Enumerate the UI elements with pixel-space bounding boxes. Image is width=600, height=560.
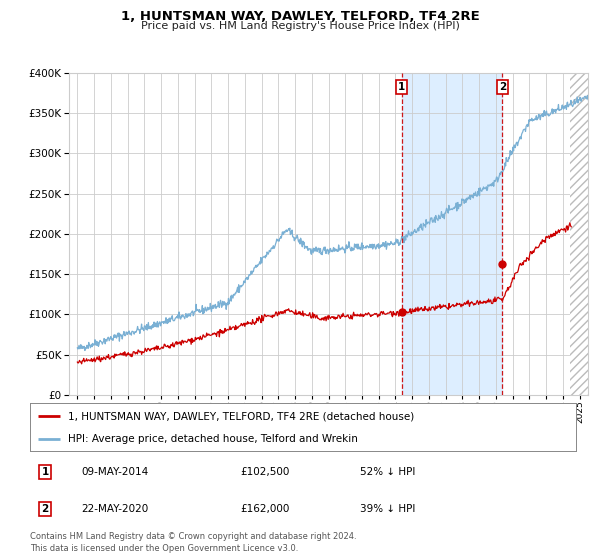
Text: 1: 1	[41, 467, 49, 477]
Text: 22-MAY-2020: 22-MAY-2020	[81, 504, 148, 514]
Text: 2: 2	[499, 82, 506, 92]
Text: Price paid vs. HM Land Registry's House Price Index (HPI): Price paid vs. HM Land Registry's House …	[140, 21, 460, 31]
Bar	[401, 73, 502, 395]
Text: 1, HUNTSMAN WAY, DAWLEY, TELFORD, TF4 2RE: 1, HUNTSMAN WAY, DAWLEY, TELFORD, TF4 2R…	[121, 10, 479, 23]
Text: 39% ↓ HPI: 39% ↓ HPI	[360, 504, 415, 514]
Text: 1: 1	[398, 82, 405, 92]
Text: £162,000: £162,000	[240, 504, 289, 514]
Text: 2: 2	[41, 504, 49, 514]
Text: 52% ↓ HPI: 52% ↓ HPI	[360, 467, 415, 477]
Text: 1, HUNTSMAN WAY, DAWLEY, TELFORD, TF4 2RE (detached house): 1, HUNTSMAN WAY, DAWLEY, TELFORD, TF4 2R…	[68, 411, 415, 421]
Text: 09-MAY-2014: 09-MAY-2014	[81, 467, 148, 477]
Text: Contains HM Land Registry data © Crown copyright and database right 2024.
This d: Contains HM Land Registry data © Crown c…	[30, 533, 356, 553]
Text: HPI: Average price, detached house, Telford and Wrekin: HPI: Average price, detached house, Telf…	[68, 434, 358, 444]
Text: £102,500: £102,500	[240, 467, 289, 477]
